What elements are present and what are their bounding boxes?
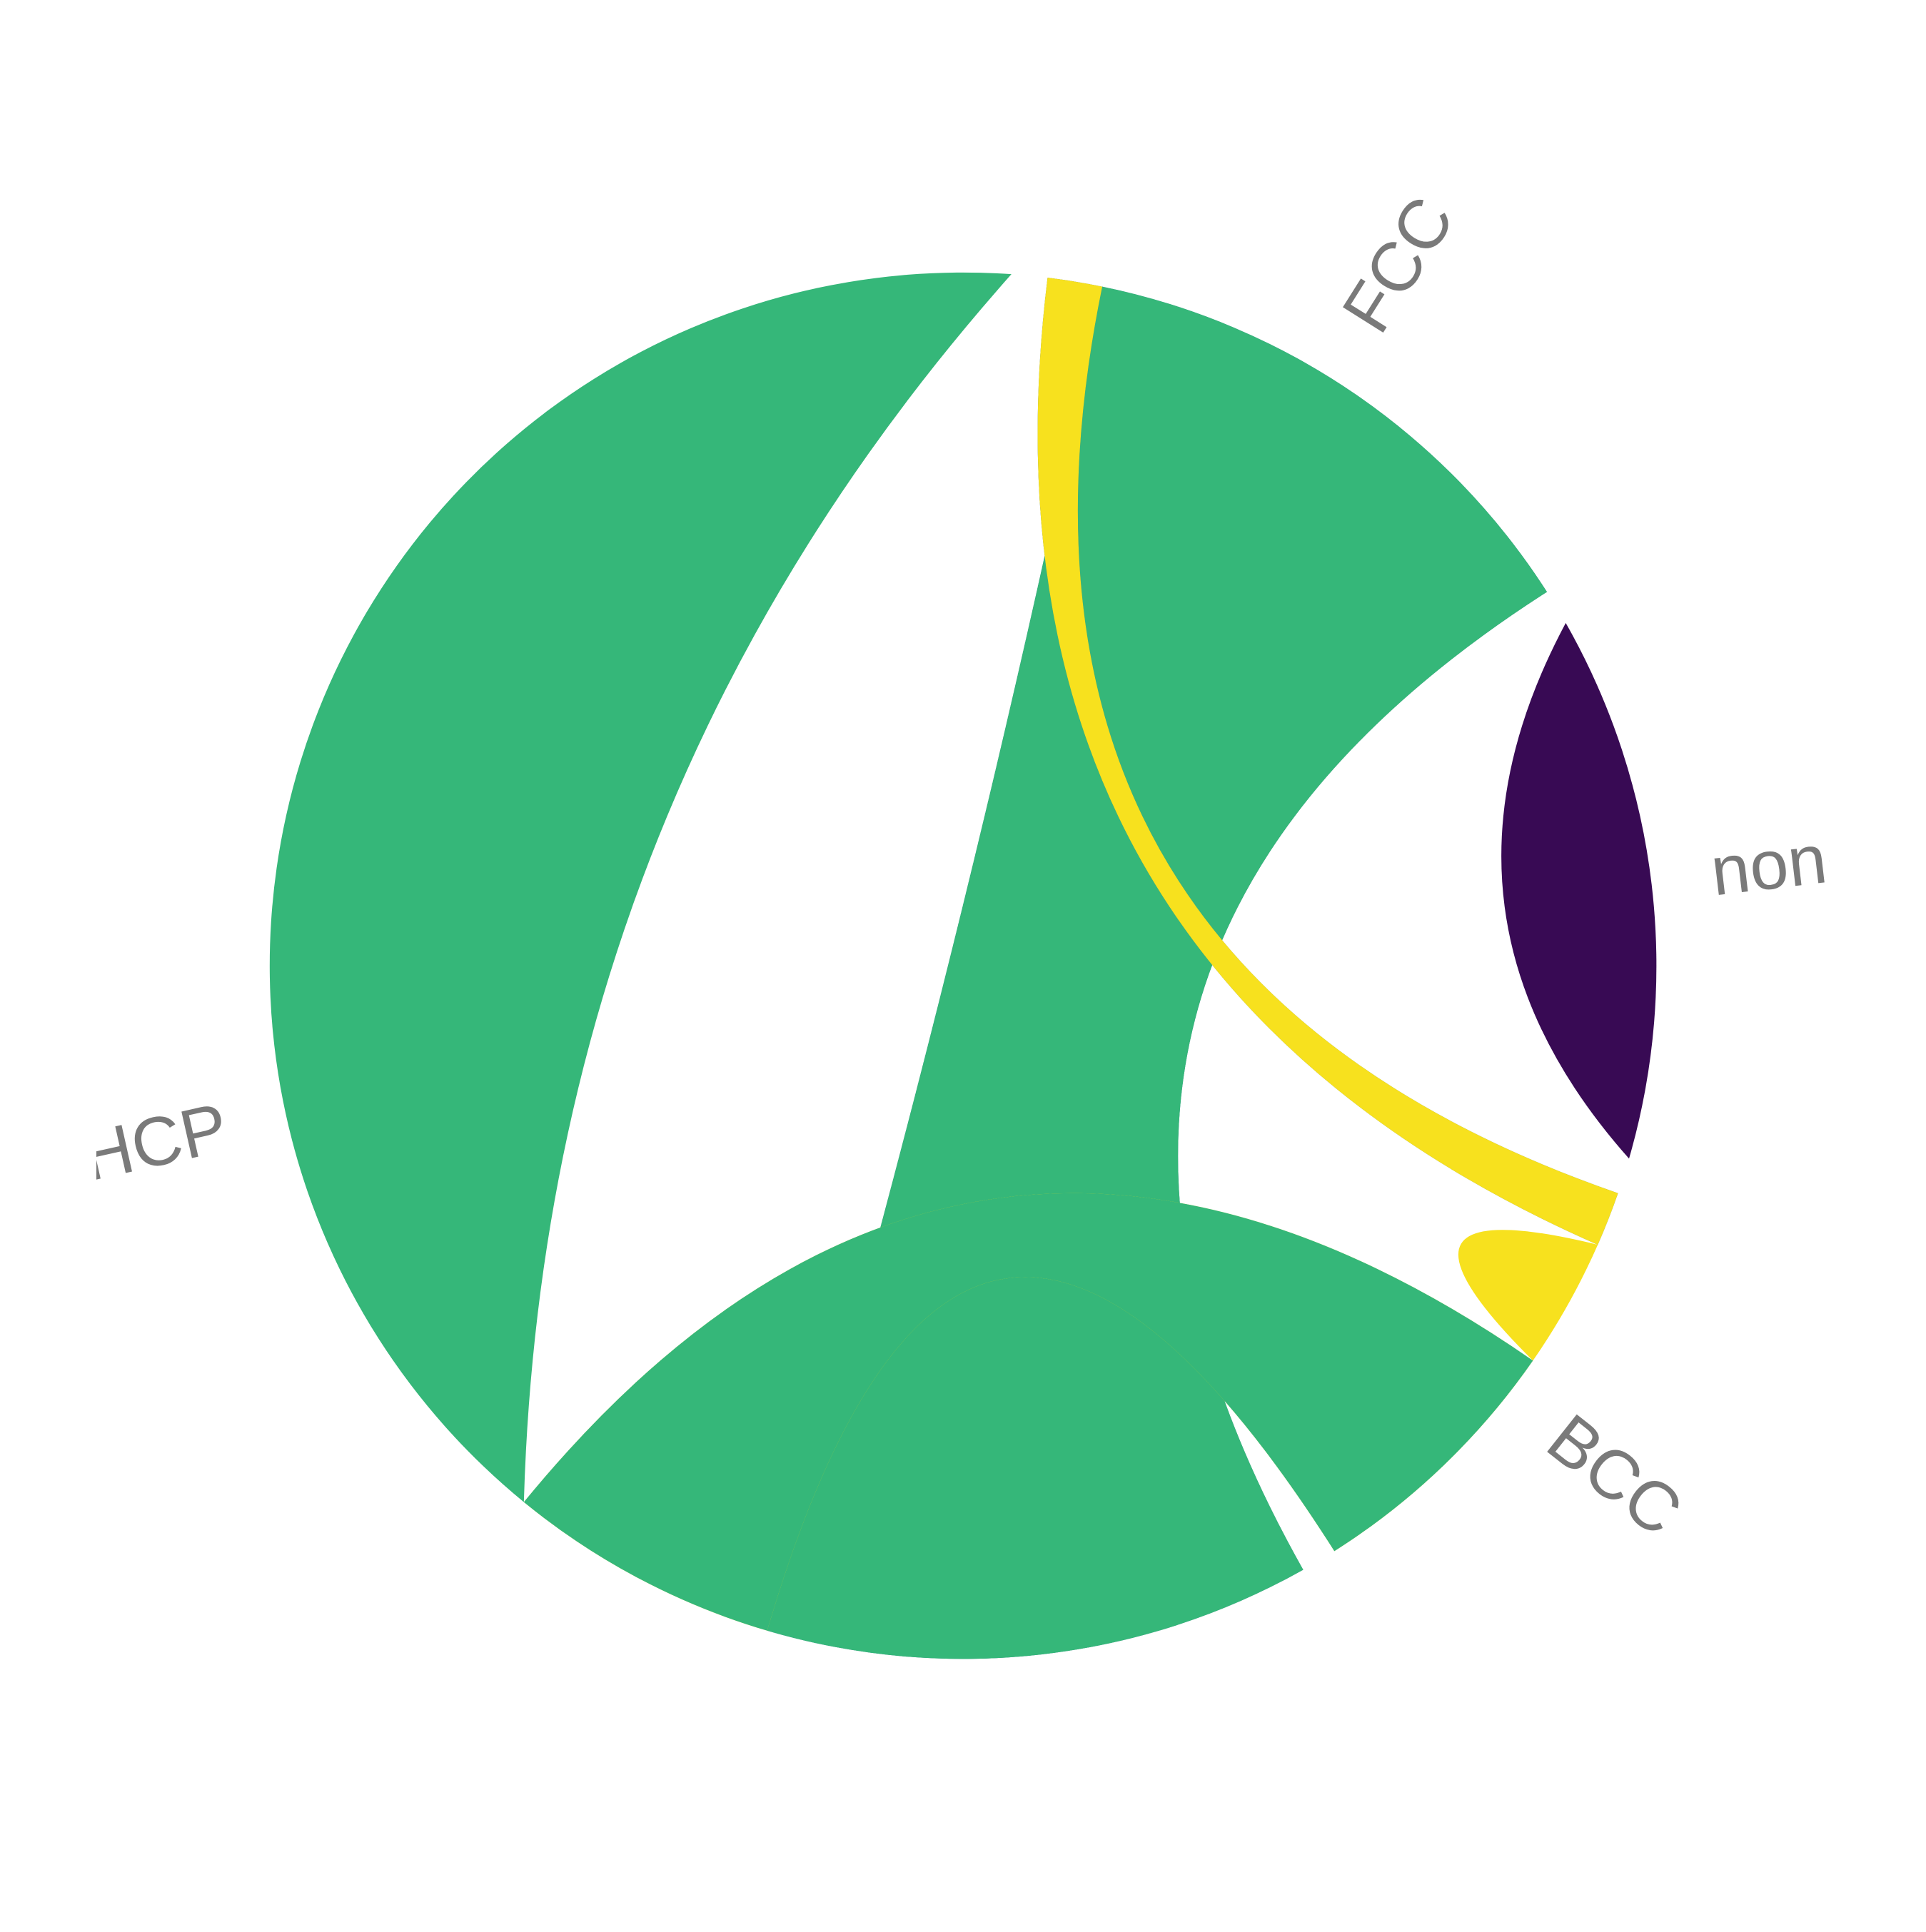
ribbon-non-crystal-non-crystal (1501, 623, 1656, 1159)
arc-label-HCP: HCP (96, 1088, 235, 1196)
chord-svg: FCC non-crystal BCC HCP (96, 99, 1830, 1832)
chord-diagram: FCC non-crystal BCC HCP (96, 99, 1830, 1832)
arc-label-non-crystal: non-crystal (1707, 794, 1830, 911)
arc-label-FCC: FCC (1327, 183, 1469, 345)
arc-label-BCC: BCC (1533, 1400, 1696, 1552)
